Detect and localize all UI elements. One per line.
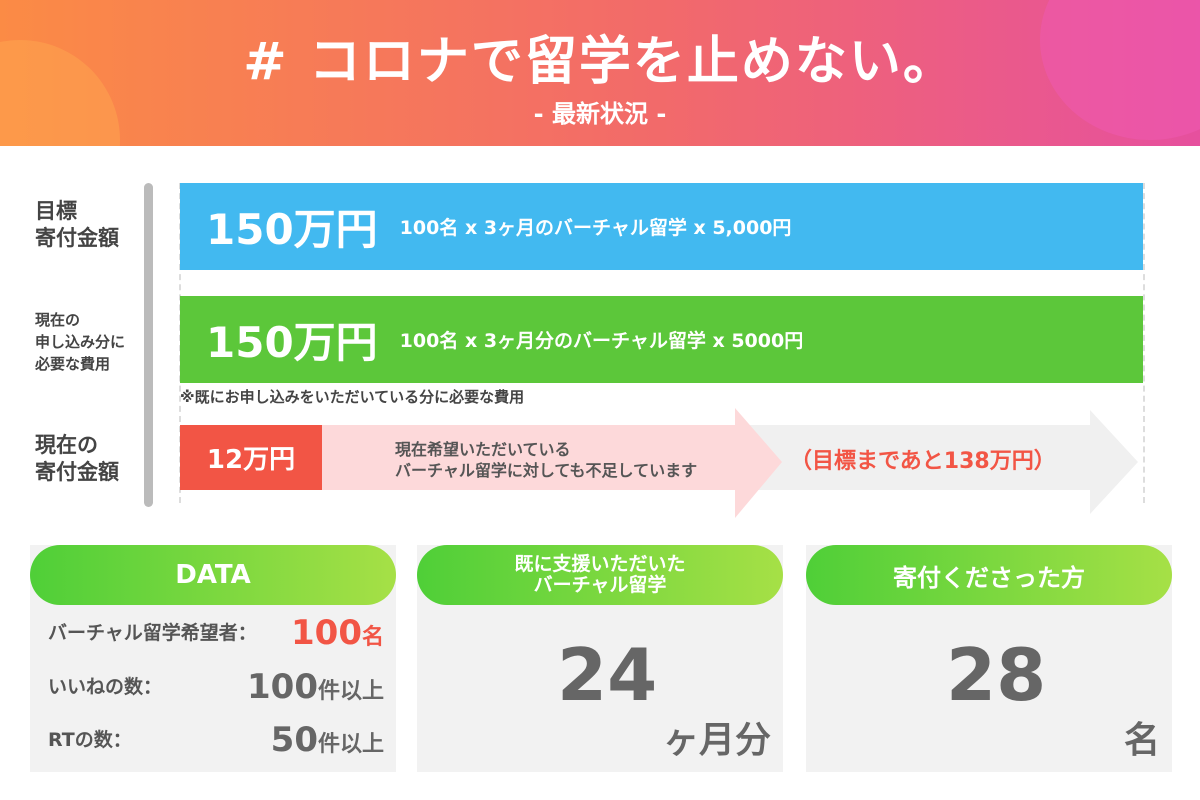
current-need-amount: 150万円	[206, 318, 378, 367]
page-subtitle: - 最新状況 -	[533, 100, 667, 128]
header-banner: # コロナで留学を止めない。 - 最新状況 -	[0, 0, 1200, 146]
likes-label: いいねの数：	[48, 676, 163, 698]
dashed-guide-right	[1143, 183, 1145, 503]
supported-card: 既に支援いただいた バーチャル留学 24 ヶ月分	[417, 545, 783, 772]
data-card: DATA バーチャル留学希望者： 100名 いいねの数： 100件以上 RTの数…	[30, 545, 396, 772]
current-need-desc: 100名 x 3ヶ月分のバーチャル留学 x 5000円	[399, 330, 804, 352]
label-line: 現在の	[35, 311, 81, 329]
target-desc: 100名 x 3ヶ月のバーチャル留学 x 5,000円	[399, 217, 792, 239]
target-label: 目標 寄付金額	[35, 198, 119, 253]
remaining-amount: （目標まであと138万円）	[790, 449, 1056, 474]
label-line: 現在の	[35, 433, 98, 457]
page-title: # コロナで留学を止めない。	[243, 32, 957, 92]
donors-unit: 名	[1123, 720, 1160, 761]
shortfall-message: 現在希望いただいている バーチャル留学に対しても不足しています	[395, 440, 697, 482]
card-title: 寄付くださった方	[806, 545, 1172, 605]
donors-card: 寄付くださった方 28 名	[806, 545, 1172, 772]
supported-unit: ヶ月分	[662, 720, 771, 761]
applicants-value: 100名	[291, 613, 384, 653]
likes-value: 100件以上	[247, 667, 384, 707]
label-line: 寄付金額	[35, 460, 119, 485]
supported-value: 24	[557, 633, 658, 717]
target-bar: 150万円 100名 x 3ヶ月のバーチャル留学 x 5,000円	[180, 183, 1143, 270]
target-amount: 150万円	[206, 205, 378, 254]
label-line: 申し込み分に	[35, 332, 126, 351]
divider-bar	[144, 183, 153, 507]
message-line: 現在希望いただいている	[395, 440, 571, 459]
label-line: 目標	[35, 199, 77, 223]
current-need-label: 現在の 申し込み分に 必要な費用	[35, 310, 125, 375]
donated-label: 現在の 寄付金額	[35, 432, 119, 487]
donated-amount: 12万円	[180, 425, 322, 490]
label-line: 必要な費用	[35, 354, 111, 373]
card-title: DATA	[30, 545, 396, 605]
donors-value: 28	[946, 633, 1047, 717]
message-line: バーチャル留学に対しても不足しています	[395, 460, 698, 480]
card-title: 既に支援いただいた バーチャル留学	[417, 545, 783, 605]
applicants-label: バーチャル留学希望者：	[48, 622, 257, 644]
rt-value: 50件以上	[270, 720, 384, 760]
remaining-arrow	[735, 410, 1138, 514]
current-need-note: ※既にお申し込みをいただいている分に必要な費用	[180, 388, 525, 406]
title-line: バーチャル留学	[533, 574, 667, 596]
label-line: 寄付金額	[35, 226, 119, 251]
current-need-bar: 150万円 100名 x 3ヶ月分のバーチャル留学 x 5000円	[180, 296, 1143, 383]
rt-label: RTの数：	[48, 729, 132, 751]
title-line: 既に支援いただいた	[514, 553, 686, 576]
shortfall-arrow	[322, 408, 782, 518]
